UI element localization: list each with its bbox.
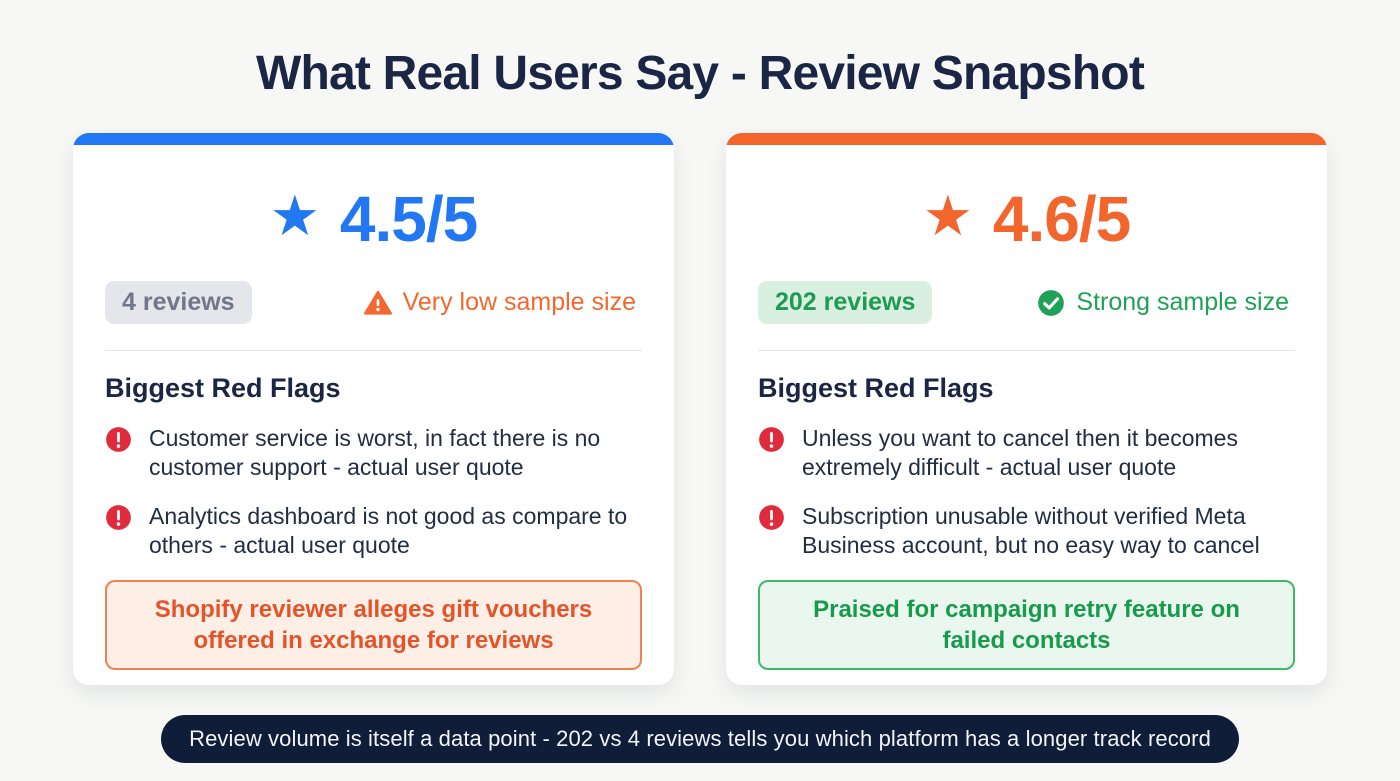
rating-value: 4.6/5 — [992, 183, 1131, 255]
alert-circle-icon — [105, 504, 132, 531]
callout-box: Shopify reviewer alleges gift vouchers o… — [105, 580, 642, 671]
flag-item: Analytics dashboard is not good as compa… — [105, 502, 642, 559]
sample-size-status: Very low sample size — [363, 288, 642, 317]
star-icon: ★ — [922, 184, 973, 247]
flags-heading: Biggest Red Flags — [105, 373, 341, 403]
footer-banner: Review volume is itself a data point - 2… — [161, 715, 1239, 763]
rating-row: ★ 4.6/5 — [758, 187, 1295, 251]
sample-size-label: Very low sample size — [402, 288, 636, 316]
star-icon: ★ — [269, 184, 320, 247]
card-body: ★ 4.5/5 4 reviews Very low sample size B… — [73, 145, 674, 685]
card-accent-bar — [726, 133, 1327, 145]
flag-item: Subscription unusable without verified M… — [758, 502, 1295, 559]
review-card-right: ★ 4.6/5 202 reviews Strong sample size B… — [726, 133, 1327, 685]
flag-text: Analytics dashboard is not good as compa… — [149, 503, 628, 558]
card-body: ★ 4.6/5 202 reviews Strong sample size B… — [726, 145, 1327, 685]
alert-circle-icon — [105, 426, 132, 453]
card-accent-bar — [73, 133, 674, 145]
meta-row: 202 reviews Strong sample size — [758, 281, 1295, 324]
divider — [105, 350, 642, 351]
meta-row: 4 reviews Very low sample size — [105, 281, 642, 324]
check-circle-icon — [1037, 289, 1065, 317]
reviews-count-badge: 202 reviews — [758, 281, 933, 324]
callout-text: Shopify reviewer alleges gift vouchers o… — [154, 596, 593, 655]
sample-size-status: Strong sample size — [1037, 288, 1295, 317]
flag-item: Customer service is worst, in fact there… — [105, 424, 642, 481]
comparison-cards: ★ 4.5/5 4 reviews Very low sample size B… — [0, 133, 1400, 685]
callout-box: Praised for campaign retry feature on fa… — [758, 580, 1295, 671]
flags-heading: Biggest Red Flags — [758, 373, 994, 403]
warning-icon — [363, 289, 392, 317]
alert-circle-icon — [758, 426, 785, 453]
footer-wrap: Review volume is itself a data point - 2… — [0, 715, 1400, 781]
rating-row: ★ 4.5/5 — [105, 187, 642, 251]
flag-text: Subscription unusable without verified M… — [802, 503, 1260, 558]
divider — [758, 350, 1295, 351]
alert-circle-icon — [758, 504, 785, 531]
page-title: What Real Users Say - Review Snapshot — [255, 47, 1145, 100]
reviews-count-badge: 4 reviews — [105, 281, 252, 324]
flag-item: Unless you want to cancel then it become… — [758, 424, 1295, 481]
callout-text: Praised for campaign retry feature on fa… — [813, 596, 1240, 655]
review-card-left: ★ 4.5/5 4 reviews Very low sample size B… — [73, 133, 674, 685]
rating-value: 4.5/5 — [339, 183, 478, 255]
flag-text: Unless you want to cancel then it become… — [802, 425, 1238, 480]
flag-text: Customer service is worst, in fact there… — [149, 425, 601, 480]
sample-size-label: Strong sample size — [1076, 288, 1289, 316]
